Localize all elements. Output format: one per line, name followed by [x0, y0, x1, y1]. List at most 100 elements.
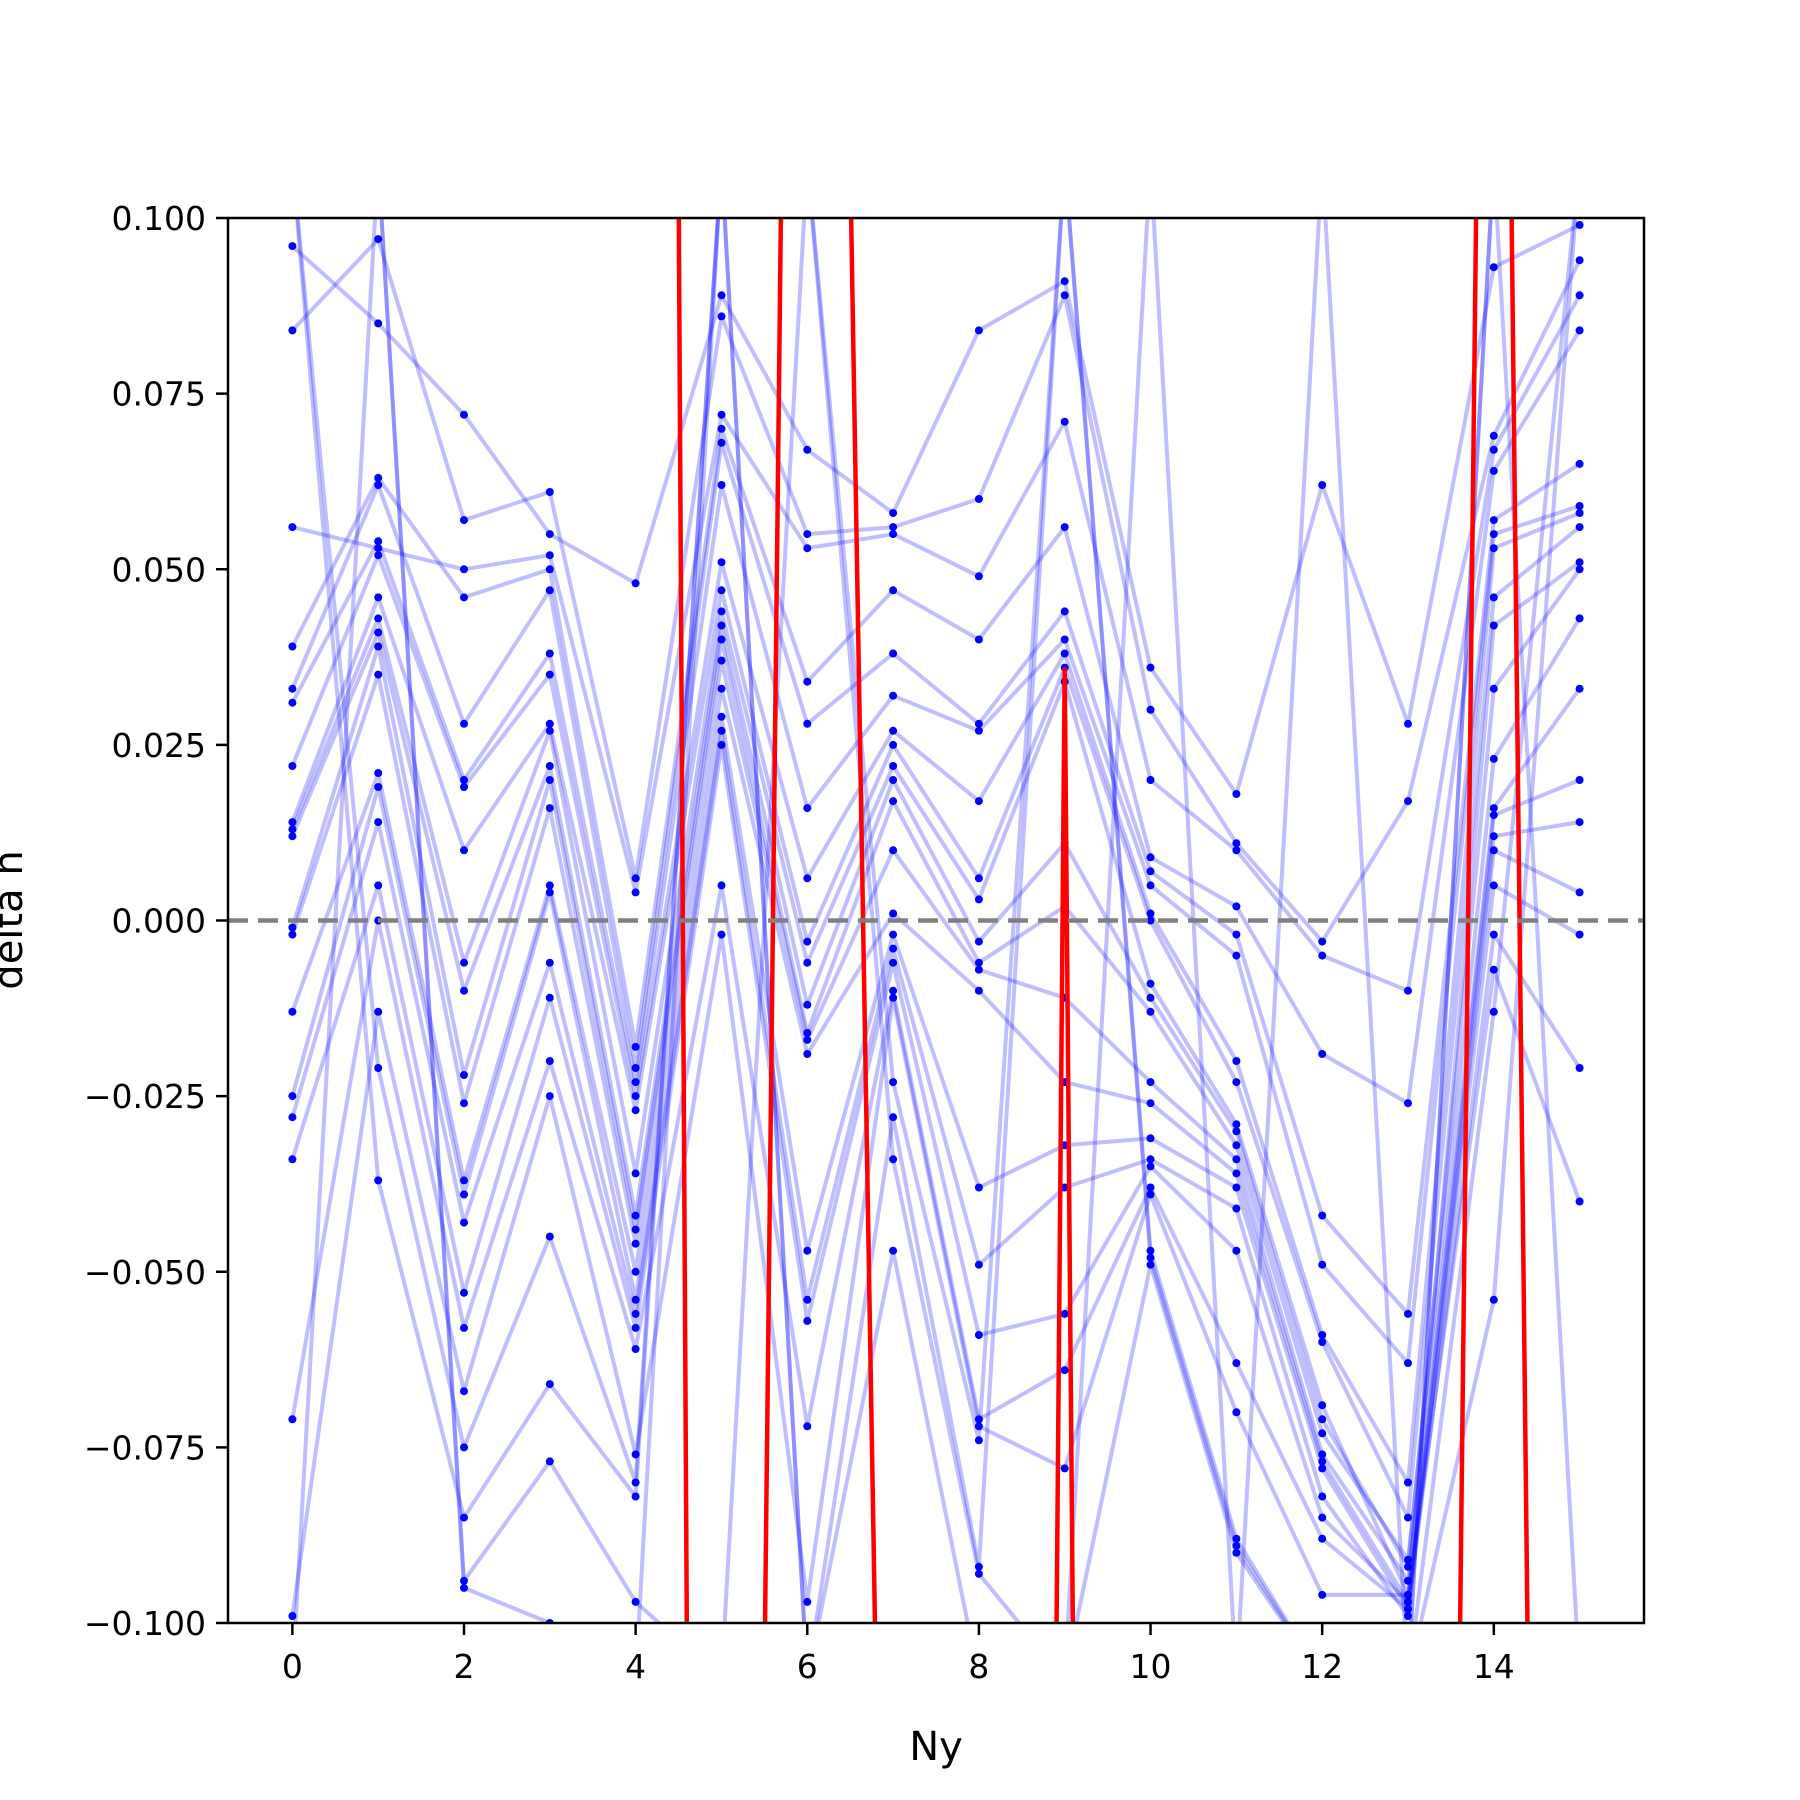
- x-tick-label: 10: [1130, 1647, 1172, 1686]
- data-point: [545, 1092, 554, 1101]
- data-point: [1232, 1204, 1241, 1213]
- y-tick-label: 0.050: [112, 550, 206, 589]
- data-point: [288, 930, 297, 939]
- data-point: [1318, 1401, 1327, 1410]
- data-point: [1575, 326, 1584, 335]
- data-point: [889, 762, 898, 770]
- data-point: [889, 958, 898, 967]
- data-point: [374, 593, 383, 602]
- data-point: [889, 909, 898, 918]
- data-point: [1318, 1492, 1327, 1501]
- data-point: [1318, 1450, 1327, 1459]
- data-point: [974, 495, 983, 503]
- data-point: [717, 607, 726, 616]
- data-point: [889, 930, 898, 939]
- data-point: [1575, 565, 1584, 574]
- ensemble-series: [288, 235, 1584, 946]
- data-point: [717, 481, 726, 489]
- data-point: [1489, 445, 1498, 454]
- data-point: [374, 544, 383, 553]
- data-point: [1146, 1078, 1155, 1087]
- data-point: [460, 1288, 468, 1297]
- data-point: [288, 1415, 297, 1424]
- data-point: [1575, 558, 1584, 567]
- data-point: [1404, 1590, 1412, 1599]
- data-point: [374, 1064, 383, 1072]
- data-point: [803, 719, 812, 728]
- data-point: [1146, 867, 1155, 876]
- data-point: [545, 1057, 554, 1065]
- data-point: [374, 235, 383, 244]
- data-point: [460, 783, 468, 791]
- data-point: [374, 769, 383, 777]
- data-point: [1575, 614, 1584, 623]
- data-point: [889, 1113, 898, 1122]
- data-point: [631, 1106, 640, 1115]
- data-point: [374, 642, 383, 651]
- data-point: [1232, 790, 1241, 798]
- data-point: [460, 1583, 468, 1592]
- data-point: [1060, 607, 1069, 616]
- data-point: [1575, 509, 1584, 517]
- data-point: [1060, 1366, 1069, 1375]
- series-line: [290, 329, 1582, 1106]
- data-point: [974, 1415, 983, 1424]
- data-point: [717, 881, 726, 890]
- data-point: [374, 783, 383, 791]
- series-line: [290, 617, 1582, 1562]
- data-point: [1232, 1408, 1241, 1417]
- data-point: [1146, 663, 1155, 672]
- ensemble-series: [295, 218, 1578, 1623]
- data-point: [288, 242, 297, 251]
- y-tick-label: −0.025: [84, 1077, 206, 1116]
- data-point: [288, 1092, 297, 1101]
- data-point: [631, 1267, 640, 1276]
- data-point: [1404, 1555, 1412, 1564]
- data-point: [1489, 1007, 1498, 1016]
- data-point: [1404, 1576, 1412, 1585]
- data-point: [1575, 684, 1584, 693]
- data-point: [717, 726, 726, 735]
- data-point: [803, 1000, 812, 1009]
- data-point: [631, 1345, 640, 1353]
- x-axis-title: Ny: [909, 1724, 963, 1770]
- data-point: [717, 930, 726, 939]
- data-point: [1404, 797, 1412, 806]
- data-point: [545, 762, 554, 770]
- data-point: [1318, 951, 1327, 960]
- data-point: [889, 1246, 898, 1255]
- data-point: [1404, 1612, 1412, 1620]
- data-point: [717, 684, 726, 693]
- data-point: [1489, 466, 1498, 475]
- x-tick-label: 8: [968, 1647, 989, 1686]
- ensemble-series: [288, 481, 1584, 1368]
- data-point: [374, 670, 383, 679]
- series-line: [293, 218, 1493, 1623]
- data-point: [974, 797, 983, 806]
- data-point: [545, 488, 554, 496]
- data-point: [1232, 1183, 1241, 1192]
- data-point: [717, 621, 726, 630]
- data-point: [1404, 986, 1412, 995]
- data-point: [1575, 888, 1584, 897]
- data-point: [717, 586, 726, 595]
- data-point: [545, 888, 554, 897]
- data-point: [1232, 1057, 1241, 1065]
- data-point: [889, 726, 898, 735]
- series-line: [290, 742, 1581, 1604]
- ensemble-series: [295, 218, 1576, 1623]
- data-point: [1489, 684, 1498, 693]
- data-point: [460, 593, 468, 602]
- data-point: [460, 1071, 468, 1079]
- y-tick-label: 0.000: [112, 902, 206, 941]
- data-point: [1232, 1359, 1241, 1368]
- data-point: [889, 523, 898, 532]
- data-point: [1404, 719, 1412, 728]
- data-point: [1318, 1534, 1327, 1543]
- data-point: [1489, 263, 1498, 272]
- data-point: [545, 804, 554, 813]
- data-point: [1489, 804, 1498, 813]
- data-point: [1146, 1260, 1155, 1269]
- data-point: [1318, 1513, 1327, 1522]
